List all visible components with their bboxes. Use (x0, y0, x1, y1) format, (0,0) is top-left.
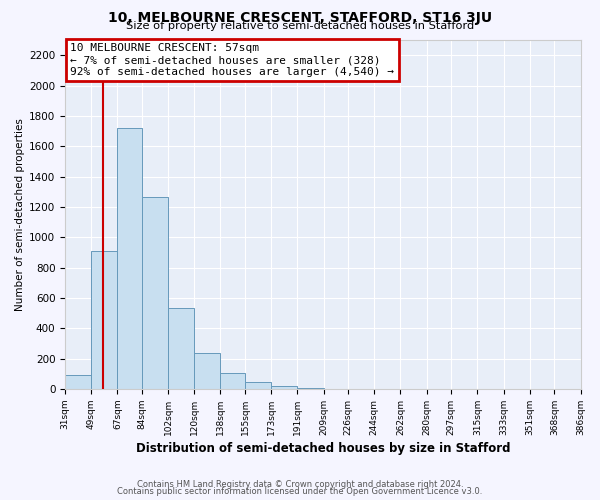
Bar (118, 128, 142, 389)
Text: Contains HM Land Registry data © Crown copyright and database right 2024.: Contains HM Land Registry data © Crown c… (137, 480, 463, 489)
Bar (298, 388, 323, 389)
Bar (271, 386, 298, 389)
Bar (220, 373, 245, 389)
Bar (168, 308, 194, 389)
Bar (245, 382, 271, 389)
Text: Contains public sector information licensed under the Open Government Licence v3: Contains public sector information licen… (118, 487, 482, 496)
Text: Size of property relative to semi-detached houses in Stafford: Size of property relative to semi-detach… (126, 21, 474, 31)
X-axis label: Distribution of semi-detached houses by size in Stafford: Distribution of semi-detached houses by … (136, 442, 510, 455)
Text: 10 MELBOURNE CRESCENT: 57sqm
← 7% of semi-detached houses are smaller (328)
92% : 10 MELBOURNE CRESCENT: 57sqm ← 7% of sem… (70, 44, 394, 76)
Text: 10, MELBOURNE CRESCENT, STAFFORD, ST16 3JU: 10, MELBOURNE CRESCENT, STAFFORD, ST16 3… (108, 11, 492, 25)
Bar (65, 376, 91, 389)
Bar (194, 354, 220, 389)
Bar (142, 197, 168, 389)
Bar (91, 251, 118, 389)
Y-axis label: Number of semi-detached properties: Number of semi-detached properties (15, 118, 25, 311)
